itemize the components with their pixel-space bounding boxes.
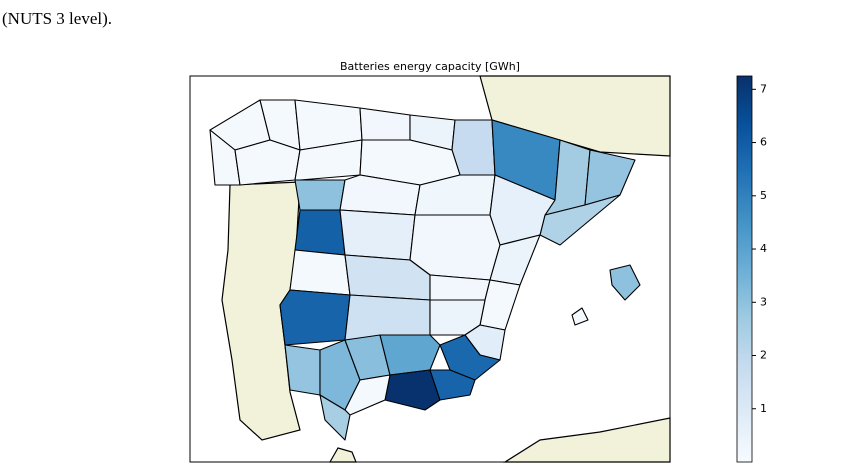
colorbar-ticks: 1 2 3 4 5 6 7 xyxy=(752,82,767,415)
colorbar xyxy=(736,75,753,463)
region xyxy=(339,209,416,261)
regions xyxy=(209,99,641,441)
region xyxy=(571,307,589,326)
region xyxy=(379,334,441,376)
region xyxy=(289,249,351,296)
region xyxy=(294,139,363,181)
region xyxy=(294,179,346,211)
region xyxy=(319,394,351,441)
colorbar-tick-label: 7 xyxy=(760,82,767,95)
land xyxy=(221,75,671,463)
map-frame xyxy=(189,75,671,463)
region xyxy=(429,274,491,301)
region xyxy=(234,139,301,186)
colorbar-tick-label: 4 xyxy=(760,242,767,255)
map-title: Batteries energy capacity [GWh] xyxy=(340,60,520,73)
region xyxy=(344,294,431,341)
region xyxy=(284,344,321,396)
region xyxy=(429,369,476,401)
colorbar-tick-label: 5 xyxy=(760,189,767,202)
colorbar-tick-label: 1 xyxy=(760,402,767,415)
colorbar-tick-label: 2 xyxy=(760,349,767,362)
colorbar-tick-label: 6 xyxy=(760,136,767,149)
region xyxy=(294,209,346,256)
region xyxy=(609,264,641,301)
region xyxy=(279,289,351,346)
region xyxy=(451,119,496,176)
colorbar-tick-label: 3 xyxy=(760,295,767,308)
caption: (NUTS 3 level). xyxy=(2,9,112,28)
